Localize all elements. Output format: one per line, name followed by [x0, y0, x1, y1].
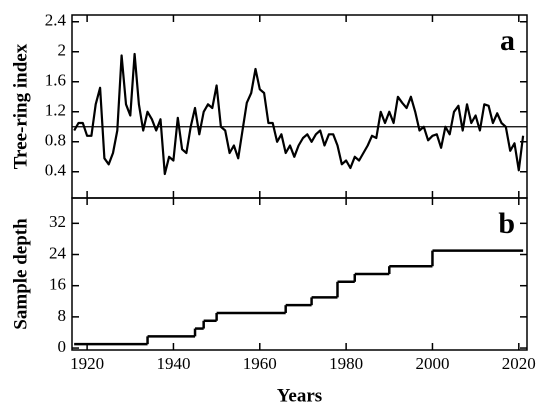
series-line — [73, 52, 525, 176]
y-tick-label: 0.4 — [45, 161, 67, 180]
y-tick-label: 24 — [49, 243, 67, 262]
panel-letter: b — [498, 207, 515, 240]
y-axis-label: Sample depth — [10, 218, 31, 330]
y-tick-label: 0.8 — [45, 131, 66, 150]
x-tick-label: 1940 — [156, 354, 190, 373]
x-tick-label: 2000 — [415, 354, 449, 373]
y-tick-label: 1.2 — [45, 101, 66, 120]
y-tick-label: 32 — [49, 212, 66, 231]
y-axis-label: Tree-ring index — [10, 43, 31, 169]
y-tick-label: 8 — [58, 306, 67, 325]
y-tick-label: 2.4 — [45, 11, 67, 30]
plot-frame — [71, 197, 528, 351]
x-axis-label: Years — [277, 385, 322, 406]
y-tick-label: 1.6 — [45, 71, 66, 90]
x-tick-label: 1920 — [70, 354, 104, 373]
x-tick-label: 1960 — [243, 354, 277, 373]
y-tick-label: 2 — [58, 41, 67, 60]
x-tick-label: 2020 — [502, 354, 536, 373]
x-tick-label: 1980 — [329, 354, 363, 373]
panel-letter: a — [500, 24, 515, 57]
y-tick-label: 0 — [58, 337, 67, 356]
y-tick-label: 16 — [49, 275, 66, 294]
